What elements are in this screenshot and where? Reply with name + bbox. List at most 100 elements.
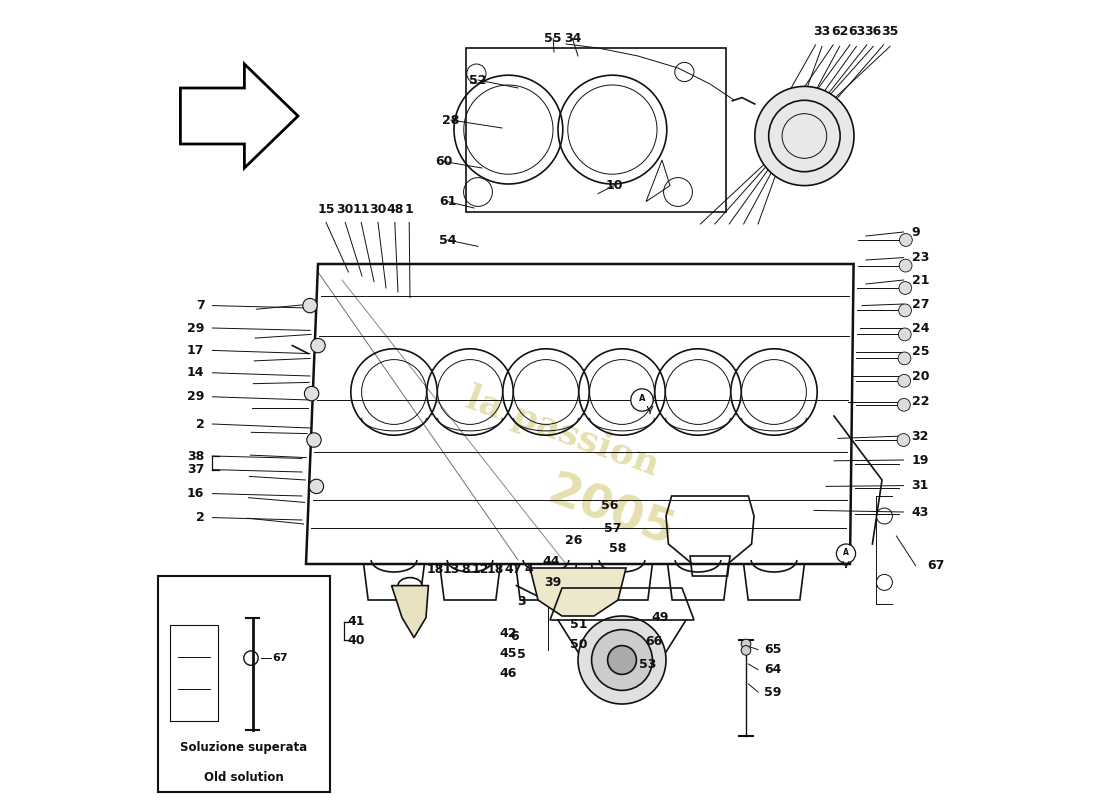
Text: 51: 51 [570, 618, 587, 630]
Text: 13: 13 [442, 563, 460, 576]
Text: 17: 17 [187, 344, 205, 357]
Text: 22: 22 [912, 395, 930, 408]
Text: 39: 39 [544, 576, 562, 589]
Circle shape [898, 352, 911, 365]
Text: 65: 65 [764, 643, 782, 656]
Text: 59: 59 [764, 686, 782, 698]
Text: 12: 12 [472, 563, 490, 576]
Circle shape [898, 434, 910, 446]
Circle shape [741, 646, 751, 655]
Text: 29: 29 [187, 390, 205, 403]
Text: Old solution: Old solution [205, 771, 284, 784]
Circle shape [592, 630, 652, 690]
Text: 3: 3 [517, 595, 526, 608]
Text: 37: 37 [187, 463, 205, 476]
Text: 55: 55 [544, 32, 562, 45]
Circle shape [607, 646, 637, 674]
Text: 27: 27 [912, 298, 930, 310]
Text: 2: 2 [196, 511, 205, 524]
Text: 30: 30 [337, 203, 354, 216]
Text: 43: 43 [912, 506, 930, 518]
Text: 2005: 2005 [540, 468, 680, 556]
Text: 38: 38 [187, 450, 205, 462]
Circle shape [578, 616, 666, 704]
Text: 10: 10 [605, 179, 623, 192]
Text: 52: 52 [470, 74, 486, 86]
Text: A: A [843, 548, 849, 558]
Text: 5: 5 [517, 648, 526, 661]
Text: 2: 2 [196, 418, 205, 430]
Text: 7: 7 [196, 299, 205, 312]
Text: 45: 45 [499, 647, 517, 660]
Text: 56: 56 [601, 499, 618, 512]
Text: Soluzione superata: Soluzione superata [180, 741, 308, 754]
Circle shape [899, 304, 912, 317]
Text: 44: 44 [543, 555, 560, 568]
Text: 24: 24 [912, 322, 930, 334]
Text: 8: 8 [461, 563, 470, 576]
Text: 19: 19 [912, 454, 930, 466]
Circle shape [741, 639, 751, 649]
Text: 4: 4 [525, 563, 533, 576]
Text: 25: 25 [912, 346, 930, 358]
Circle shape [898, 374, 911, 387]
Text: 49: 49 [651, 611, 669, 624]
Text: 23: 23 [912, 251, 930, 264]
Text: 62: 62 [830, 26, 848, 38]
Text: 50: 50 [570, 638, 587, 650]
Text: 28: 28 [442, 114, 460, 126]
Text: 40: 40 [348, 634, 365, 646]
Text: 47: 47 [505, 563, 522, 576]
Text: 16: 16 [187, 487, 205, 500]
Circle shape [630, 389, 653, 411]
Text: 26: 26 [565, 534, 583, 546]
Text: 57: 57 [604, 522, 622, 534]
Bar [158, 576, 330, 792]
Circle shape [900, 234, 912, 246]
Text: 46: 46 [499, 667, 517, 680]
Circle shape [899, 282, 912, 294]
Text: 35: 35 [881, 26, 899, 38]
Text: 18: 18 [487, 563, 504, 576]
Text: 34: 34 [563, 32, 581, 45]
Text: 9: 9 [912, 226, 921, 238]
Text: 36: 36 [865, 26, 882, 38]
Text: 61: 61 [439, 195, 456, 208]
Polygon shape [392, 586, 428, 638]
Bar [466, 48, 726, 212]
Text: 14: 14 [187, 366, 205, 379]
Text: 6: 6 [510, 630, 519, 642]
Text: 32: 32 [912, 430, 930, 442]
Text: 20: 20 [912, 370, 930, 382]
Text: 53: 53 [639, 658, 657, 670]
Text: 1: 1 [405, 203, 414, 216]
Text: 58: 58 [609, 542, 627, 554]
Text: 15: 15 [317, 203, 334, 216]
Text: 41: 41 [348, 615, 365, 628]
Text: 48: 48 [386, 203, 404, 216]
Text: 54: 54 [439, 234, 456, 246]
Text: 18: 18 [426, 563, 443, 576]
Circle shape [755, 86, 854, 186]
Text: 42: 42 [499, 627, 517, 640]
Text: A: A [639, 394, 646, 403]
Text: 31: 31 [912, 479, 930, 492]
Text: 11: 11 [352, 203, 370, 216]
Text: la passion: la passion [461, 382, 663, 482]
Circle shape [307, 433, 321, 447]
Circle shape [309, 479, 323, 494]
Circle shape [899, 328, 911, 341]
Text: 60: 60 [436, 155, 453, 168]
Text: 64: 64 [764, 663, 782, 676]
Text: 67: 67 [927, 559, 945, 572]
Circle shape [311, 338, 326, 353]
Circle shape [302, 298, 317, 313]
Polygon shape [530, 568, 626, 616]
Text: 66: 66 [646, 635, 662, 648]
Text: 21: 21 [912, 274, 930, 286]
Circle shape [898, 398, 911, 411]
Text: 33: 33 [813, 26, 830, 38]
Text: 30: 30 [370, 203, 387, 216]
Polygon shape [180, 64, 298, 168]
Text: 67: 67 [273, 653, 288, 663]
